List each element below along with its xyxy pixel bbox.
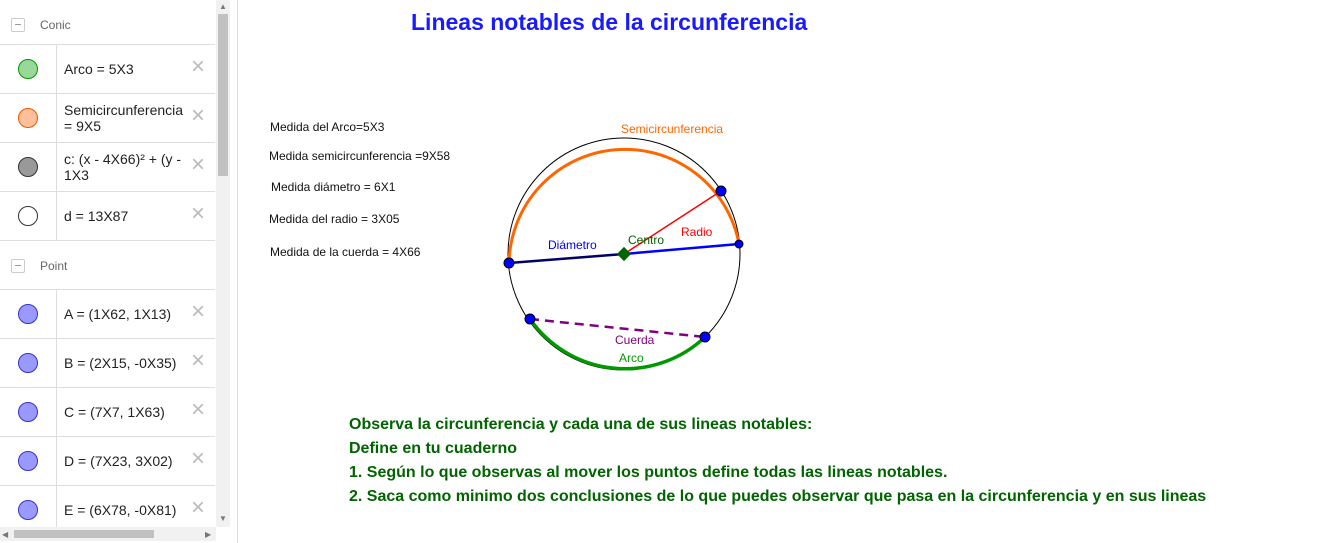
scroll-up-icon[interactable]: ▲ (219, 2, 227, 11)
measure-arco: Medida del Arco=5X3 (270, 120, 385, 134)
algebra-item[interactable]: Semicircunferencia = 9X5 × (0, 94, 215, 143)
measure-radio: Medida del radio = 3X05 (269, 212, 400, 226)
visibility-toggle-icon[interactable] (18, 500, 38, 520)
delete-icon[interactable]: × (191, 396, 206, 423)
algebra-item-text-box[interactable]: B = (2X15, -0X35) (64, 339, 186, 387)
scrollbar-thumb[interactable] (218, 14, 228, 176)
delete-icon[interactable]: × (191, 102, 206, 129)
visibility-toggle-icon[interactable] (18, 402, 38, 422)
point[interactable] (524, 313, 536, 325)
algebra-item-text[interactable]: B = (2X15, -0X35) (64, 355, 177, 371)
arc[interactable] (528, 317, 707, 371)
algebra-item-text-box[interactable]: A = (1X62, 1X13) (64, 290, 186, 338)
delete-icon[interactable]: × (191, 298, 206, 325)
delete-icon[interactable]: × (191, 53, 206, 80)
visibility-cell[interactable] (0, 94, 57, 142)
group-header-conic[interactable]: Conic (0, 0, 215, 45)
point[interactable] (699, 331, 711, 343)
collapse-icon[interactable] (11, 259, 25, 273)
label-cuerda: Cuerda (615, 333, 655, 347)
measure-cuerda: Medida de la cuerda = 4X66 (270, 245, 421, 259)
label-centro: Centro (628, 233, 664, 247)
center-point[interactable] (616, 246, 632, 262)
delete-icon[interactable]: × (191, 151, 206, 178)
instruction-line: 1. Según lo que observas al mover los pu… (349, 464, 948, 481)
visibility-cell[interactable] (0, 339, 57, 387)
point[interactable] (734, 239, 744, 249)
visibility-cell[interactable] (0, 388, 57, 436)
radius[interactable] (623, 190, 722, 255)
visibility-cell[interactable] (0, 290, 57, 338)
delete-icon[interactable]: × (191, 347, 206, 374)
visibility-toggle-icon[interactable] (18, 157, 38, 177)
scroll-down-icon[interactable]: ▼ (219, 514, 227, 523)
group-label: Conic (40, 18, 71, 32)
visibility-cell[interactable] (0, 143, 57, 191)
view-divider[interactable] (231, 0, 238, 543)
delete-icon[interactable]: × (191, 494, 206, 521)
measure-semi: Medida semicircunferencia =9X58 (269, 149, 451, 163)
algebra-item[interactable]: Arco = 5X3 × (0, 45, 215, 94)
algebra-item-text-box[interactable]: Arco = 5X3 (64, 45, 186, 93)
semicircle[interactable] (507, 147, 741, 264)
algebra-item-text-box[interactable]: D = (7X23, 3X02) (64, 437, 186, 485)
delete-icon[interactable]: × (191, 200, 206, 227)
instruction-line: Define en tu cuaderno (349, 440, 518, 457)
visibility-toggle-icon[interactable] (18, 304, 38, 324)
collapse-icon[interactable] (11, 18, 25, 32)
algebra-item[interactable]: d = 13X87 × (0, 192, 215, 241)
diameter-left[interactable] (508, 252, 625, 265)
visibility-cell[interactable] (0, 437, 57, 485)
scroll-right-icon[interactable]: ▶ (205, 530, 212, 539)
label-arco: Arco (619, 351, 644, 365)
visibility-toggle-icon[interactable] (18, 206, 38, 226)
scrollbar-thumb[interactable] (14, 530, 154, 538)
point[interactable] (503, 257, 515, 269)
label-diametro: Diámetro (548, 238, 597, 252)
algebra-item-text[interactable]: D = (7X23, 3X02) (64, 453, 173, 469)
algebra-item-text[interactable]: A = (1X62, 1X13) (64, 306, 172, 322)
algebra-item[interactable]: c: (x - 4X66)² + (y - 1X3 × (0, 143, 215, 192)
algebra-item-text-box[interactable]: c: (x - 4X66)² + (y - 1X3 (64, 143, 186, 191)
vertical-scrollbar[interactable]: ▲ ▼ (216, 0, 230, 527)
visibility-toggle-icon[interactable] (18, 108, 38, 128)
algebra-item[interactable]: D = (7X23, 3X02) × (0, 437, 215, 486)
instruction-line: 2. Saca como minimo dos conclusiones de … (349, 488, 1207, 505)
delete-icon[interactable]: × (191, 445, 206, 472)
visibility-toggle-icon[interactable] (18, 353, 38, 373)
visibility-cell[interactable] (0, 45, 57, 93)
label-radio: Radio (681, 225, 713, 239)
scroll-left-icon[interactable]: ◀ (2, 530, 9, 539)
algebra-item[interactable]: A = (1X62, 1X13) × (0, 290, 215, 339)
algebra-item-text-box[interactable]: d = 13X87 (64, 192, 186, 240)
algebra-item[interactable]: E = (6X78, -0X81) × (0, 486, 215, 535)
group-label: Point (40, 259, 68, 273)
diameter-right[interactable] (623, 242, 740, 256)
algebra-item-text-box[interactable]: C = (7X7, 1X63) (64, 388, 186, 436)
point[interactable] (715, 185, 727, 197)
label-semi: Semicircunferencia (621, 122, 723, 136)
visibility-toggle-icon[interactable] (18, 451, 38, 471)
algebra-view: Conic Arco = 5X3 × Semicircunferencia = … (0, 0, 232, 543)
measure-diametro: Medida diámetro = 6X1 (271, 180, 396, 194)
algebra-item-text[interactable]: Arco = 5X3 (64, 61, 134, 77)
visibility-cell[interactable] (0, 192, 57, 240)
algebra-item-text-box[interactable]: E = (6X78, -0X81) (64, 486, 186, 534)
algebra-item-text[interactable]: Semicircunferencia = 9X5 (64, 102, 184, 134)
page-title: Lineas notables de la circunferencia (411, 9, 808, 35)
algebra-item-text[interactable]: c: (x - 4X66)² + (y - 1X3 (64, 151, 182, 183)
algebra-item-text[interactable]: C = (7X7, 1X63) (64, 404, 165, 420)
horizontal-scrollbar[interactable]: ◀ ▶ (0, 527, 216, 541)
instruction-line: Observa la circunferencia y cada una de … (349, 416, 813, 433)
algebra-item[interactable]: B = (2X15, -0X35) × (0, 339, 215, 388)
visibility-toggle-icon[interactable] (18, 59, 38, 79)
group-header-point[interactable]: Point (0, 241, 215, 290)
algebra-item-text[interactable]: d = 13X87 (64, 208, 129, 224)
algebra-item[interactable]: C = (7X7, 1X63) × (0, 388, 215, 437)
visibility-cell[interactable] (0, 486, 57, 534)
algebra-item-text[interactable]: E = (6X78, -0X81) (64, 502, 177, 518)
algebra-item-text-box[interactable]: Semicircunferencia = 9X5 (64, 94, 186, 142)
